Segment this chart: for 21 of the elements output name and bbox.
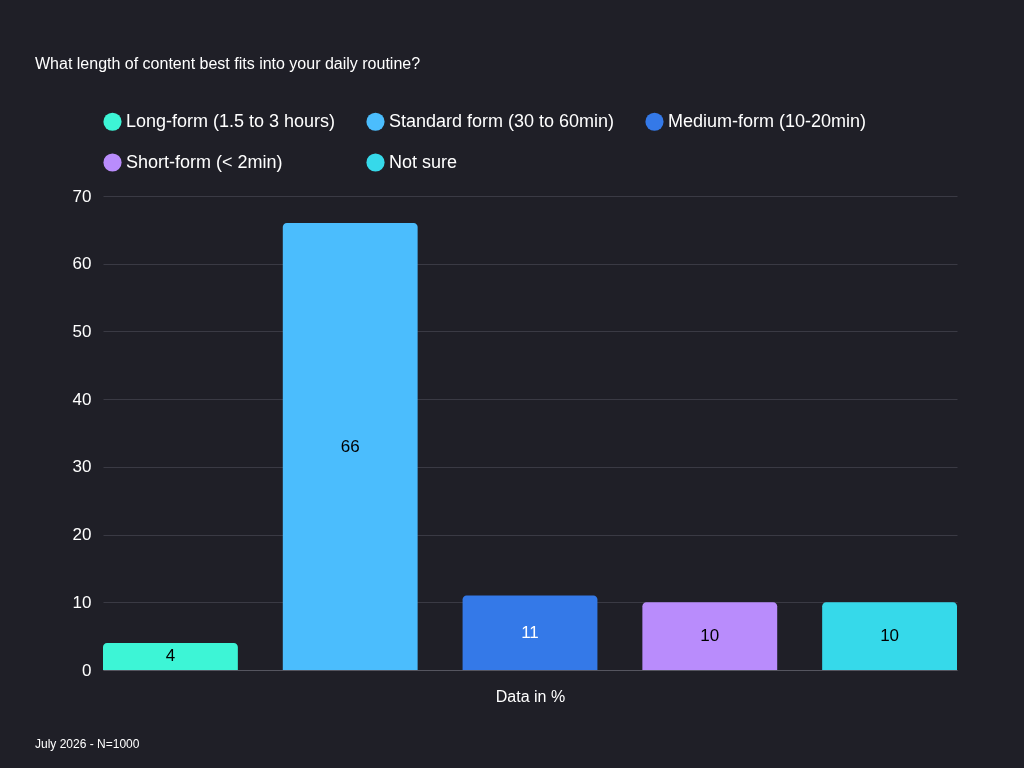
y-tick-label: 20 (72, 525, 92, 545)
y-tick-label: 50 (72, 321, 92, 341)
data-label: 10 (880, 626, 900, 646)
legend-label: Standard form (30 to 60min) (389, 110, 615, 131)
y-tick-label: 0 (82, 660, 92, 680)
y-tick-label: 40 (72, 389, 92, 409)
y-tick-label: 10 (72, 592, 92, 612)
legend-label: Not sure (389, 151, 458, 172)
text: July 2026 - N=1000 (35, 737, 140, 751)
data-label: 11 (521, 622, 539, 642)
data-label: 66 (340, 436, 360, 456)
chart-title: What length of content best fits into your daily routine? (35, 55, 421, 72)
legend-label: Medium-form (10-20min) (668, 110, 867, 131)
legend-label: Short-form (< 2min) (126, 151, 283, 172)
y-tick-label: 30 (72, 457, 92, 477)
x-axis-title: Data in % (495, 687, 566, 705)
y-tick-label: 70 (72, 186, 92, 206)
data-label: 10 (700, 626, 720, 646)
y-tick-label: 60 (72, 254, 92, 274)
data-label: 4 (165, 646, 176, 666)
legend-label: Long-form (1.5 to 3 hours) (126, 110, 336, 131)
